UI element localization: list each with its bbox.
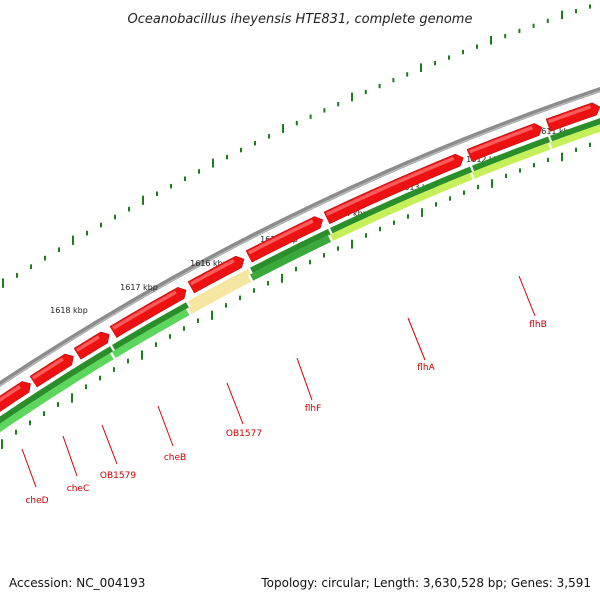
orf-segment-inner: [0, 353, 114, 433]
backbone: [0, 87, 600, 387]
forward-gene-arrow: [187, 255, 245, 294]
orf-segment-outer: [250, 228, 331, 274]
forward-gene-highlight: [32, 357, 64, 380]
forward-gene-arrow: [245, 216, 324, 263]
orf-segment-outer: [0, 346, 114, 424]
scale-label: 1613 kbp: [399, 183, 437, 192]
gene-label-ob1577: OB1577: [226, 429, 262, 439]
genome-summary: Topology: circular; Length: 3,630,528 bp…: [260, 576, 591, 590]
gene-label-cheb: cheB: [164, 453, 186, 463]
gene-label-flhf: flhF: [305, 404, 322, 414]
scale-label: 1617 kbp: [120, 283, 158, 292]
gene-leader-line: [62, 435, 78, 477]
forward-gene-arrow: [109, 287, 187, 338]
backbone-line: [0, 87, 600, 387]
gene-leader-line: [407, 317, 426, 361]
orf-segment-inner: [330, 173, 473, 241]
forward-gene-arrow: [73, 331, 110, 360]
forward-gene-arrow: [29, 353, 74, 388]
forward-gene-highlight: [548, 105, 592, 124]
orf-segment-inner: [112, 309, 190, 358]
gene-leader-line: [518, 275, 536, 317]
forward-gene-arrow: [466, 123, 543, 162]
outer-scale-ticks: [2, 4, 591, 288]
gene-label-chec: cheC: [67, 484, 89, 494]
scale-label: 1618 kbp: [50, 306, 88, 315]
scale-label: 1611 kbp: [536, 127, 574, 136]
forward-gene-highlight: [190, 259, 235, 286]
gene-labels: flhB flhA flhF OB1577 cheB OB1579 cheC cheD: [21, 275, 547, 506]
orf-segment-outer: [550, 118, 600, 142]
orf-segment-inner: [472, 142, 551, 179]
forward-gene-highlight: [112, 290, 177, 330]
orf-segment-inner: [250, 235, 331, 281]
forward-gene-track: [0, 102, 600, 412]
scale-label: 1616 kbp: [190, 259, 228, 268]
forward-gene-highlight: [76, 335, 100, 352]
orf-segment-outer: [112, 302, 189, 351]
orf-segment-outer: [330, 166, 473, 234]
forward-gene-highlight: [469, 125, 534, 154]
orf-segment-outer: [472, 136, 551, 172]
accession-label: Accession: NC_004193: [9, 576, 145, 590]
gene-leader-line: [226, 382, 244, 425]
orf-segment-outer: [188, 268, 251, 307]
gene-label-ched: cheD: [25, 496, 48, 506]
forward-gene-arrow: [323, 153, 464, 225]
backbone-highlight: [0, 90, 600, 387]
forward-gene-arrow: [0, 381, 31, 412]
gene-leader-line: [21, 448, 37, 488]
orf-segment-inner: [550, 124, 600, 149]
forward-gene-highlight: [326, 156, 455, 216]
inner-ticks: [1, 142, 591, 449]
forward-gene-highlight: [0, 385, 21, 402]
orf-track: [0, 118, 600, 433]
gene-label-flhb: flhB: [529, 320, 547, 330]
gene-leader-line: [296, 357, 313, 401]
gene-label-flha: flhA: [417, 363, 435, 373]
forward-gene-highlight: [248, 219, 314, 255]
scale-label: 1612 kbp: [466, 155, 504, 164]
orf-segment-inner: [188, 275, 252, 315]
gene-leader-line: [157, 405, 174, 447]
gene-label-ob1579: OB1579: [100, 471, 136, 481]
map-title: Oceanobacillus iheyensis HTE831, complet…: [128, 12, 473, 27]
gene-leader-line: [101, 424, 118, 465]
